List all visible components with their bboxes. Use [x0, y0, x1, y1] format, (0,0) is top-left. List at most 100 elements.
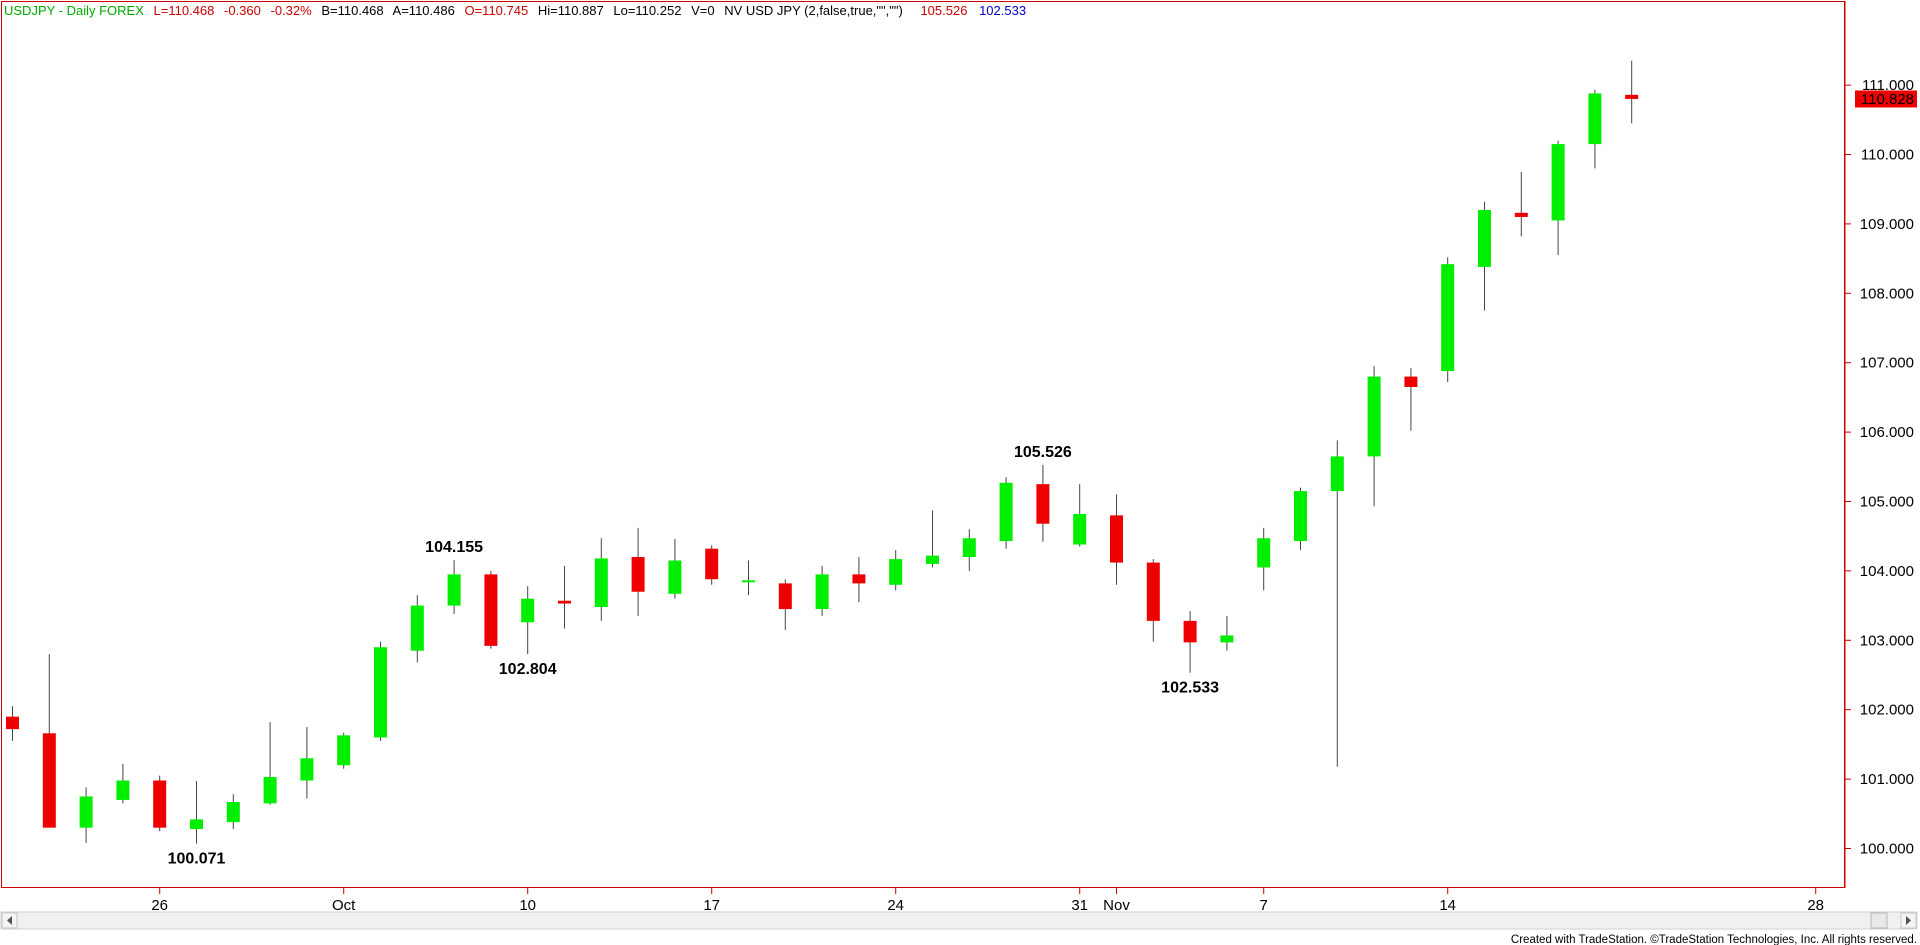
candle-body — [374, 647, 387, 738]
candle-body — [1514, 212, 1528, 217]
candle-body — [631, 557, 645, 592]
candle-body — [852, 574, 866, 584]
y-tick-label: 108.000 — [1860, 285, 1914, 302]
y-tick-label: 111.000 — [1862, 77, 1914, 94]
candle — [1625, 60, 1639, 124]
candle — [852, 557, 866, 603]
header-ask: A=110.486 — [393, 3, 455, 18]
candle — [1183, 611, 1197, 673]
scroll-right-arrow-icon — [1906, 916, 1911, 925]
price-annotation: 100.071 — [168, 851, 226, 868]
candle — [42, 654, 56, 828]
candle-body — [962, 538, 976, 558]
candle — [337, 732, 351, 769]
candle-body — [263, 777, 277, 804]
candle-body — [1551, 144, 1565, 221]
candle — [1036, 464, 1050, 542]
y-tick-label: 100.000 — [1860, 841, 1914, 858]
header-volume: V=0 — [691, 3, 715, 18]
candle — [742, 560, 755, 596]
price-annotation: 104.155 — [425, 539, 483, 556]
candle-body — [999, 482, 1013, 542]
y-tick-label: 101.000 — [1860, 771, 1914, 788]
header-change-pct: -0.32% — [271, 3, 313, 18]
y-tick-label: 103.000 — [1860, 632, 1914, 649]
candle — [1404, 368, 1418, 431]
last-price-tag: 110.828 — [1855, 90, 1917, 108]
x-tick-label: Nov — [1103, 897, 1130, 914]
y-tick-label: 109.000 — [1860, 216, 1914, 233]
y-axis: 100.000 101.000 102.000 103.000 104.000 105.0… — [1845, 77, 1914, 858]
scroll-thumb[interactable] — [1870, 912, 1888, 929]
y-tick-label: 110.000 — [1861, 147, 1914, 164]
candle-body — [1478, 210, 1491, 267]
candle-body — [1294, 491, 1307, 542]
header-symbol: USDJPY - Daily FOREX — [4, 3, 144, 18]
candle — [705, 545, 719, 585]
candle-body — [1110, 515, 1123, 563]
candle-body — [668, 560, 682, 594]
candle — [263, 722, 277, 805]
candle — [1330, 440, 1344, 767]
candle — [594, 538, 608, 621]
x-tick-label: 26 — [151, 897, 168, 914]
candle — [1588, 89, 1602, 169]
horizontal-scrollbar[interactable] — [0, 911, 1918, 930]
candle — [889, 550, 903, 591]
candle — [778, 579, 792, 630]
candle — [1257, 527, 1271, 591]
candle-body — [1404, 376, 1418, 387]
candle-body — [558, 600, 571, 604]
candle — [631, 527, 645, 617]
candle — [521, 586, 535, 655]
y-tick-label: 104.000 — [1860, 563, 1914, 580]
candles-group — [6, 60, 1639, 844]
candle — [190, 781, 203, 844]
candle-body — [300, 758, 314, 781]
header-high: Hi=110.887 — [538, 3, 604, 18]
candle-body — [1257, 538, 1271, 568]
candle-body — [79, 796, 93, 828]
header-indicator: NV USD JPY (2,false,true,"","") — [724, 3, 903, 18]
candle — [484, 570, 498, 649]
candle — [1514, 171, 1528, 237]
candle-body — [1183, 620, 1197, 643]
candle-body — [1073, 513, 1087, 545]
candle-body — [742, 580, 755, 583]
y-tick-label: 106.000 — [1860, 424, 1914, 441]
x-tick-label: 31 — [1071, 897, 1088, 914]
candle — [153, 775, 167, 832]
header-bid: B=110.468 — [321, 3, 383, 18]
x-tick-label: 10 — [519, 897, 536, 914]
scroll-left-arrow-icon — [7, 916, 12, 925]
annotations-group: 100.071 104.155 102.804 105.526 102.533 — [168, 444, 1220, 868]
candle-body — [815, 574, 829, 610]
y-tick-label: 102.000 — [1860, 702, 1914, 719]
candle-body — [521, 598, 535, 623]
candle-body — [1588, 93, 1602, 145]
x-tick-label: Oct — [332, 897, 356, 914]
price-annotation: 102.533 — [1161, 680, 1219, 697]
candle — [1220, 616, 1234, 651]
candle-body — [337, 735, 351, 766]
candle-body — [705, 548, 719, 580]
candle-body — [1441, 264, 1455, 372]
candle-body — [190, 819, 203, 830]
candle-body — [594, 558, 608, 607]
x-tick-label: 24 — [887, 897, 904, 914]
last-price-tag-box — [1855, 90, 1917, 108]
candle — [79, 787, 93, 843]
candle — [447, 560, 461, 614]
candle-body — [116, 780, 130, 800]
candle — [962, 529, 976, 571]
x-axis: 26 Oct 10 17 24 31 Nov 7 14 28 — [151, 888, 1824, 914]
candle — [1110, 494, 1123, 585]
header-low: Lo=110.252 — [613, 3, 681, 18]
candle-body — [42, 733, 56, 828]
price-annotation: 102.804 — [499, 661, 557, 678]
header-last: L=110.468 — [154, 3, 215, 18]
candle-body — [1146, 562, 1160, 621]
candle-body — [6, 716, 19, 730]
x-tick-label: 14 — [1439, 897, 1456, 914]
candle — [1551, 140, 1565, 256]
